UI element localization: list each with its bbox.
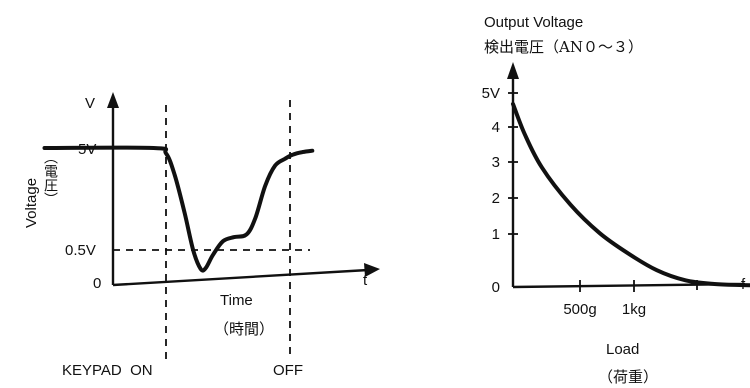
keypad-on-label: KEYPAD ON xyxy=(62,362,153,379)
right-y-arrowhead xyxy=(507,62,519,79)
right-x-tick-label: 500g xyxy=(563,301,596,318)
left-y-axis-letter: V xyxy=(85,95,95,112)
right-y-tick-label: 5V xyxy=(482,85,500,102)
keypad-off-label: OFF xyxy=(273,362,303,379)
left-x-axis-label-jp: （時間） xyxy=(214,320,274,338)
right-y-tick-label: 3 xyxy=(492,154,500,171)
left-x-axis-letter: t xyxy=(363,272,368,289)
left-y-tick-label: 5V xyxy=(78,141,96,158)
right-chart-title-jp: 検出電圧（AN０～３） xyxy=(484,38,643,56)
right-x-axis-label-jp: （荷重） xyxy=(598,368,658,386)
left-x-axis-label: Time xyxy=(220,292,253,309)
right-x-axis-letter: f xyxy=(741,276,746,293)
output-voltage-load-chart: Output Voltage 検出電圧（AN０～３） 5V 4 3 2 1 0 500g 1… xyxy=(482,14,750,386)
right-series-line xyxy=(511,102,750,288)
left-x-axis xyxy=(112,268,369,287)
left-y-arrowhead xyxy=(107,92,119,108)
voltage-time-chart: V 5V 0.5V 0 Voltage （電圧） Time （時間） t KEY… xyxy=(23,92,380,379)
left-y-tick-label: 0 xyxy=(93,275,101,292)
right-x-tick-label: 1kg xyxy=(622,301,646,318)
right-y-tick-label: 4 xyxy=(492,119,500,136)
left-x-arrowhead xyxy=(364,263,380,277)
right-x-axis-label: Load xyxy=(606,341,639,358)
right-y-tick-label: 0 xyxy=(492,279,500,296)
left-y-tick-label: 0.5V xyxy=(65,242,96,259)
left-series-line xyxy=(42,145,315,273)
right-y-tick-label: 1 xyxy=(492,226,500,243)
right-y-tick-label: 2 xyxy=(492,190,500,207)
left-y-axis-label-jp: （電圧） xyxy=(42,150,58,206)
left-y-axis-label: Voltage xyxy=(23,178,40,228)
right-chart-title: Output Voltage xyxy=(484,14,583,31)
